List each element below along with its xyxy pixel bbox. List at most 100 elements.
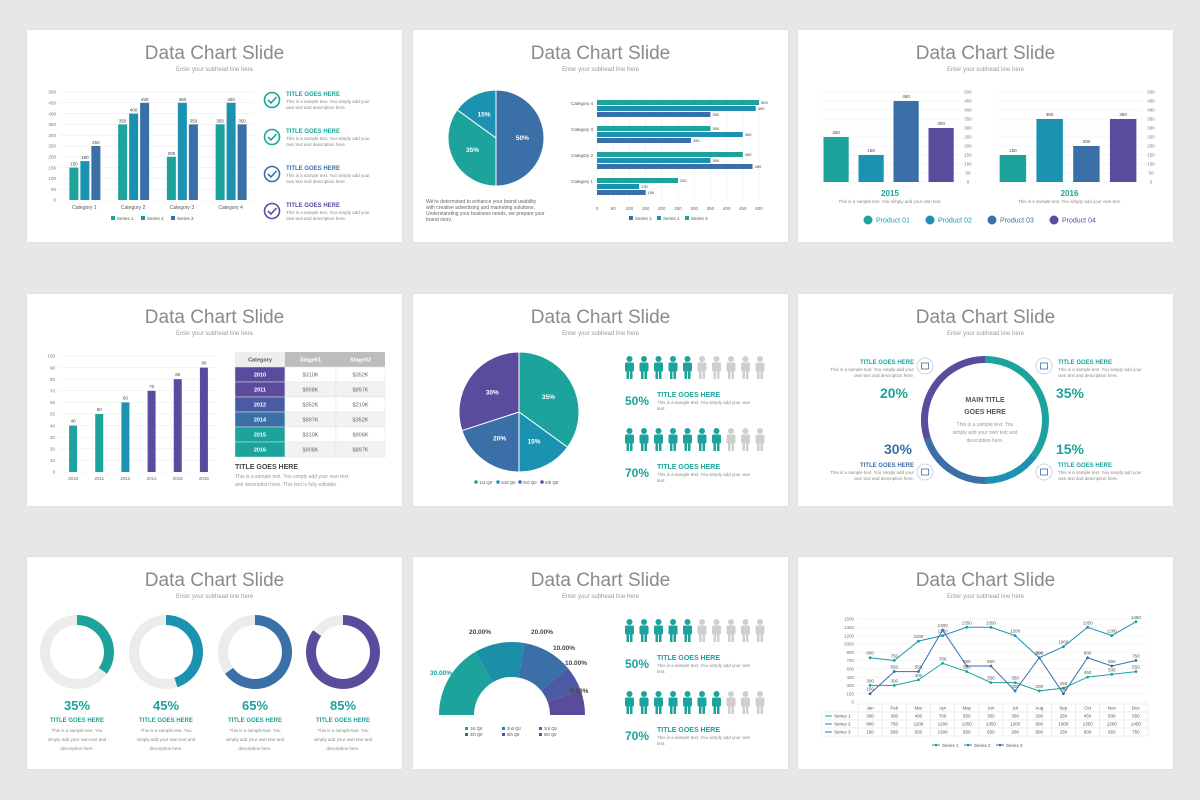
donut-segment — [985, 453, 1037, 484]
person-icon — [625, 362, 634, 372]
center-title: MAIN TITLE — [965, 397, 1005, 404]
table-cell-value: 650 — [963, 730, 971, 735]
person-icon — [630, 634, 633, 642]
table-cell-value: 800 — [1035, 722, 1043, 727]
check-icon — [267, 96, 278, 105]
legend-swatch — [171, 216, 175, 220]
person-icon — [713, 691, 720, 697]
bar-data-label: 70 — [149, 384, 155, 389]
series-point — [1134, 670, 1138, 673]
legend-label: Series 1 — [942, 743, 959, 748]
person-icon — [757, 634, 760, 642]
legend-label: Series 2 — [147, 216, 164, 221]
x-tick-label: 250 — [674, 206, 682, 211]
x-tick-label: Aug — [1035, 706, 1044, 711]
people-title: TITLE GOES HERE — [657, 392, 720, 399]
table-cell-value: 200 — [1035, 714, 1043, 719]
y-tick-label: 1200 — [844, 633, 855, 638]
legend-label: 6th Qtr — [544, 732, 557, 737]
legend-swatch — [540, 480, 544, 484]
series-point — [1013, 681, 1017, 685]
person-icon — [731, 371, 734, 379]
group-label: 2016 — [1061, 189, 1079, 198]
legend-swatch — [863, 215, 873, 225]
bar — [597, 190, 646, 195]
table-cell-value: 2015 — [254, 433, 266, 439]
table-cell-value: 1200 — [938, 722, 949, 727]
y-tick-label: 500 — [48, 90, 56, 95]
y-tick-label: 0 — [53, 198, 56, 203]
x-tick-label: 2011 — [94, 476, 104, 481]
pie-slice — [447, 109, 497, 187]
person-icon — [760, 634, 763, 642]
bar — [80, 161, 90, 200]
x-tick-label: 0 — [596, 206, 599, 211]
y-tick-label: Category 1 — [571, 179, 594, 184]
person-icon — [712, 625, 721, 635]
table-cell-value: $352K — [353, 373, 369, 379]
checklist-text: This is a sample text. You simply add yo… — [286, 99, 370, 104]
person-icon — [713, 443, 716, 451]
bar-data-label: 60 — [123, 395, 129, 400]
point-data-label: 650 — [1108, 659, 1116, 664]
person-icon — [728, 691, 734, 697]
person-icon — [728, 619, 734, 625]
slide-8: Data Chart Slide Enter your subhead line… — [413, 557, 788, 769]
table-header-cell — [235, 352, 285, 367]
center-text: simply add your own text and — [953, 430, 1018, 436]
person-icon — [702, 706, 705, 714]
donut-title: TITLE GOES HERE — [50, 718, 104, 724]
item-text: own text and description here. — [854, 476, 914, 481]
pie-chart-icon — [921, 468, 929, 476]
y-tick-label: 1350 — [844, 625, 855, 630]
donut-text: This is a sample text. You — [140, 728, 192, 733]
legend-label: 4th Qtr — [470, 732, 483, 737]
y-tick-label: 90 — [50, 365, 56, 370]
person-icon — [670, 371, 673, 379]
point-data-label: 400 — [915, 673, 923, 678]
person-icon — [626, 443, 629, 451]
person-icon — [655, 706, 658, 714]
y-tick-label: 300 — [846, 683, 854, 688]
bar — [597, 106, 756, 111]
person-icon — [684, 371, 687, 379]
item-title: TITLE GOES HERE — [860, 360, 914, 366]
bar — [188, 124, 198, 200]
person-icon — [639, 625, 649, 635]
y-tick-label: 50 — [1148, 171, 1154, 176]
person-icon — [757, 371, 760, 379]
bar-data-label: 80 — [175, 372, 181, 377]
y-tick-label: 80 — [50, 377, 56, 382]
donut-title: TITLE GOES HERE — [228, 718, 282, 724]
monitor-icon — [1035, 357, 1053, 375]
x-tick-label: Jul — [1012, 706, 1018, 711]
x-tick-label: 300 — [690, 206, 698, 211]
person-icon — [625, 625, 634, 635]
bar-data-label: 150 — [70, 162, 78, 167]
people-text: text. — [657, 406, 666, 411]
x-tick-label: Category 4 — [218, 205, 243, 211]
donut-text: description here. — [326, 746, 359, 751]
slide-subtitle: Enter your subhead line here — [561, 67, 640, 73]
person-icon — [717, 634, 720, 642]
item-title: TITLE GOES HERE — [1058, 463, 1112, 469]
half-donut-data-label: 20.00% — [531, 629, 553, 636]
progress-donuts: 35% TITLE GOES HERE This is a sample text.… — [40, 615, 381, 751]
person-icon — [731, 443, 734, 451]
bar — [597, 164, 753, 169]
table-cell-value: 1000 — [1058, 722, 1069, 727]
y-tick-label: 400 — [964, 108, 972, 113]
table-cell-value: $310K — [303, 373, 319, 379]
person-icon — [644, 706, 647, 714]
person-icon — [654, 697, 663, 707]
pie-data-label: 30% — [486, 390, 499, 397]
series-point — [989, 625, 993, 629]
table-cell-value: 700 — [939, 714, 947, 719]
table-cell-value: 1350 — [1083, 722, 1094, 727]
x-tick-label: Sep — [1059, 706, 1068, 711]
people-icon — [1035, 463, 1053, 481]
point-data-label: 1350 — [962, 620, 973, 625]
slide-5: Data Chart Slide Enter your subhead line… — [413, 294, 788, 506]
table-cell — [335, 441, 386, 458]
checklist-text: This is a sample text. You simply add yo… — [286, 173, 370, 178]
